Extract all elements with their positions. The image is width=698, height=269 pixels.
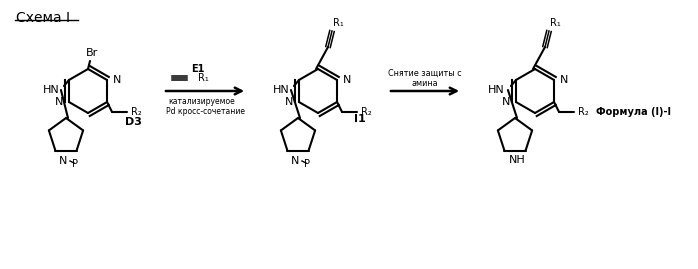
Text: Формула (I)-I: Формула (I)-I: [597, 107, 671, 117]
Text: R₁: R₁: [333, 18, 343, 28]
Text: R₂: R₂: [131, 107, 142, 117]
Text: N: N: [291, 156, 299, 166]
Text: Схема I: Схема I: [16, 11, 70, 25]
Text: N: N: [285, 97, 293, 107]
Text: N: N: [54, 97, 63, 107]
Text: D3: D3: [124, 117, 142, 127]
Text: N: N: [59, 156, 67, 166]
Text: N: N: [502, 97, 510, 107]
Text: NH: NH: [509, 155, 526, 165]
Text: R₁: R₁: [198, 73, 209, 83]
Text: амина: амина: [412, 79, 438, 87]
Text: N: N: [560, 75, 568, 85]
Text: Pd кросс-сочетание: Pd кросс-сочетание: [165, 107, 244, 115]
Text: P: P: [72, 159, 78, 169]
Text: HN: HN: [43, 85, 59, 95]
Text: I1: I1: [354, 114, 366, 124]
Text: HN: HN: [273, 85, 290, 95]
Text: катализируемое: катализируемое: [169, 97, 235, 107]
Text: HN: HN: [488, 85, 505, 95]
Text: R₁: R₁: [549, 18, 560, 28]
Text: Снятие защиты с: Снятие защиты с: [388, 69, 462, 77]
Text: R₂: R₂: [578, 107, 588, 117]
Text: N: N: [343, 75, 351, 85]
Text: Br: Br: [86, 48, 98, 58]
Text: E1: E1: [191, 64, 205, 74]
Text: P: P: [304, 159, 310, 169]
Text: R₂: R₂: [361, 107, 371, 117]
Text: N: N: [113, 75, 121, 85]
